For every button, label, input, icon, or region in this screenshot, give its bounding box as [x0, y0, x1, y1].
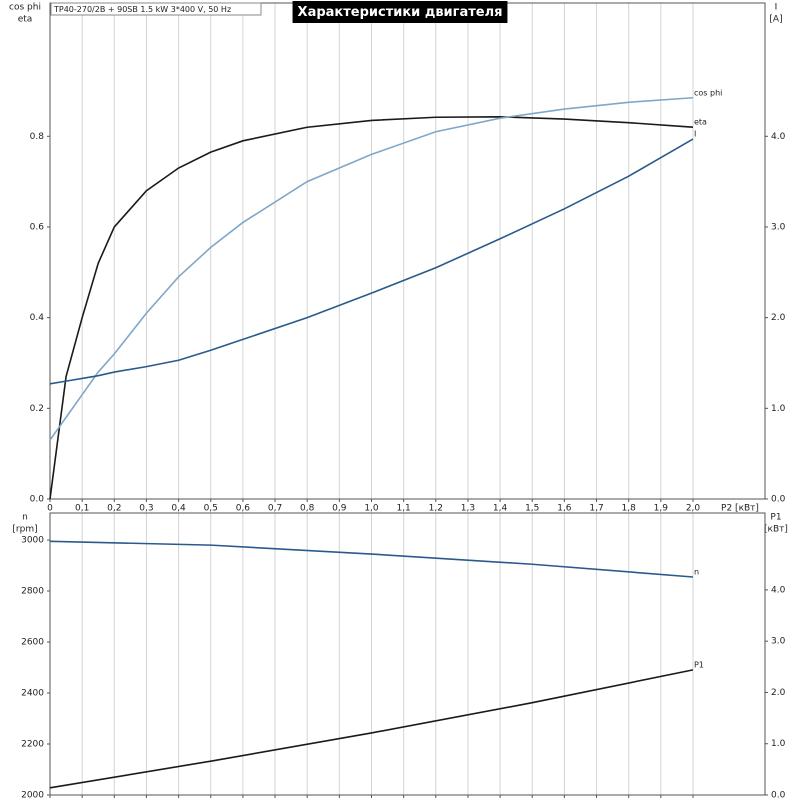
y2-tick-label: 1.0 [771, 404, 786, 414]
x-tick-label: 1,9 [654, 504, 669, 514]
series-label: n [694, 567, 699, 576]
chart-title: Характеристики двигателя [298, 5, 503, 20]
series-label: eta [694, 118, 707, 127]
x-tick-label: 0,8 [300, 504, 315, 514]
x-tick-label: 0,3 [139, 504, 153, 514]
series-line [49, 138, 694, 385]
x-tick-label: 0 [47, 504, 53, 514]
x-tick-label: 2,0 [686, 504, 701, 514]
x-tick-label: 1,0 [364, 504, 379, 514]
y-tick-label: 3000 [21, 536, 44, 546]
y-tick-label: 0.0 [30, 495, 45, 505]
y2-tick-label: 0.0 [771, 495, 786, 505]
title-group: Характеристики двигателя [292, 1, 508, 23]
y2-axis-label: P1 [770, 513, 781, 523]
y2-axis-label: [A] [769, 15, 782, 25]
y-tick-label: 0.2 [30, 404, 44, 414]
x-tick-label: 1,7 [589, 504, 603, 514]
subtitle: TP40-270/2B + 90SB 1.5 kW 3*400 V, 50 Hz [53, 5, 231, 14]
series-line [49, 540, 694, 578]
y2-tick-label: 0.0 [771, 791, 786, 800]
x-tick-label: 0,9 [332, 504, 347, 514]
y2-tick-label: 2.0 [771, 313, 786, 323]
y2-tick-label: 3.0 [771, 637, 786, 647]
title-box [292, 1, 508, 23]
y2-axis-label: [кВт] [764, 525, 788, 535]
y2-axis-label: I [775, 3, 778, 13]
series-line [49, 115, 694, 500]
y2-tick-label: 3.0 [771, 222, 786, 232]
y2-tick-label: 4.0 [771, 132, 786, 142]
y-tick-label: 2600 [21, 638, 44, 648]
plot-frame [49, 2, 766, 500]
x-tick-label: 0,6 [236, 504, 251, 514]
series-line [49, 669, 694, 789]
plot-frame [49, 512, 766, 796]
x-tick-label: 0,1 [75, 504, 89, 514]
x-tick-label: 0,7 [268, 504, 282, 514]
subtitle-box [50, 2, 262, 16]
y-tick-label: 0.6 [30, 222, 45, 232]
y-axis-label: cos phi [9, 3, 41, 13]
x-tick-label: 0,5 [204, 504, 218, 514]
x-tick-label: 1,6 [557, 504, 572, 514]
x-axis-label: P2 [кВт] [721, 504, 759, 514]
y-axis-label: n [22, 513, 28, 523]
x-tick-label: 1,8 [622, 504, 637, 514]
series-label: cos phi [694, 88, 722, 97]
y-tick-label: 2200 [21, 740, 44, 750]
y2-tick-label: 1.0 [771, 739, 786, 749]
x-tick-label: 0,2 [107, 504, 121, 514]
y-axis-label: [rpm] [12, 525, 37, 535]
series-line [49, 96, 694, 441]
x-tick-label: 1,3 [461, 504, 475, 514]
x-tick-label: 1,1 [396, 504, 410, 514]
y-tick-label: 0.4 [30, 313, 45, 323]
y-tick-label: 2400 [21, 689, 44, 699]
y-axis-label: eta [18, 15, 33, 25]
series-label: P1 [694, 660, 704, 669]
series-label: I [694, 130, 696, 139]
y2-tick-label: 2.0 [771, 688, 786, 698]
y-tick-label: 0.8 [30, 132, 45, 142]
x-tick-label: 1,5 [525, 504, 539, 514]
y-tick-label: 2000 [21, 791, 44, 800]
x-tick-label: 1,2 [429, 504, 443, 514]
y2-tick-label: 4.0 [771, 585, 786, 595]
x-tick-label: 0,4 [171, 504, 186, 514]
x-tick-label: 1,4 [493, 504, 508, 514]
y-tick-label: 2800 [21, 587, 44, 597]
